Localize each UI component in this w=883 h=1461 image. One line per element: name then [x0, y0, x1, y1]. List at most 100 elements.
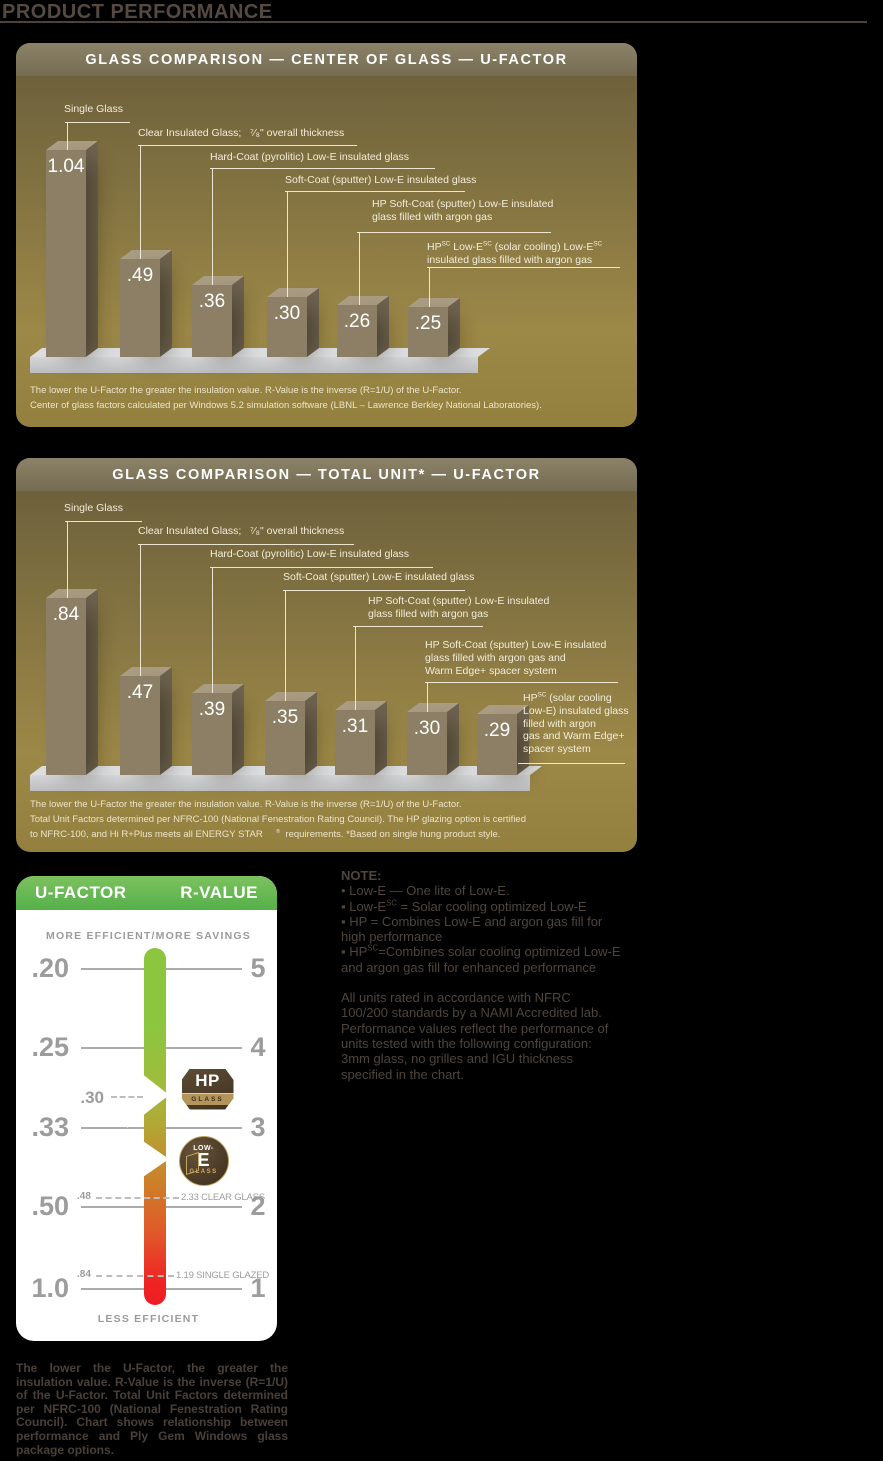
category-label: Single Glass [64, 103, 123, 115]
bar-top-face [192, 684, 244, 693]
label-underline [283, 590, 465, 591]
bar-top-face [265, 692, 317, 701]
bar-front-face [477, 714, 517, 775]
bar-side-face [232, 684, 244, 775]
chart-footnote-line: to NFRC-100, and Hi R+Plus meets all ENE… [30, 828, 501, 840]
title-rule [0, 21, 867, 23]
hp-marker-value: .30 [80, 1088, 104, 1107]
bar-value: .39 [198, 699, 226, 720]
bar-value: .35 [271, 707, 299, 728]
bar-front-face [46, 150, 86, 357]
bar-front-face [407, 712, 447, 775]
chart-footnote: The lower the U-Factor the greater the i… [30, 797, 526, 842]
chart-footnote: The lower the U-Factor the greater the i… [30, 383, 542, 413]
category-label: HP Soft-Coat (sputter) Low-E insulated gl… [372, 198, 554, 223]
label-connector [212, 567, 213, 693]
r-value-tick: 4 [250, 1032, 266, 1062]
bar-top-face [46, 589, 98, 598]
u-factor-tick: .20 [31, 953, 69, 983]
single-glazed-marker-dash [96, 1275, 174, 1277]
bar-top-face [192, 276, 244, 285]
category-label: Hard-Coat (pyrolitic) Low-E insulated gl… [210, 151, 409, 163]
u-factor-r-value-card: U-FACTOR R-VALUE MORE EFFICIENT/MORE SAV… [16, 876, 277, 1341]
glass-pane-icon [185, 1151, 199, 1175]
u-factor-tick: .33 [31, 1112, 69, 1142]
bar-top-face [407, 703, 459, 712]
category-label: Soft-Coat (sputter) Low-E insulated glas… [283, 571, 475, 583]
note-bullet: ▪ HP = Combines Low-E and argon gas fill… [341, 913, 603, 945]
label-underline [353, 626, 483, 627]
chart-footnote-line: The lower the U-Factor the greater the i… [30, 799, 462, 810]
label-underline [357, 232, 551, 233]
bar-front-face [120, 676, 160, 775]
category-label: HPSC Low-ESC (solar cooling) Low-ESC insu… [427, 240, 603, 266]
u-factor-tick: .50 [31, 1191, 69, 1221]
bar-value: .26 [343, 311, 371, 332]
chart-footnote-line: Center of glass factors calculated per W… [30, 400, 542, 411]
clear-glass-marker-value: .48 [77, 1191, 91, 1202]
gradient-scale-bar [144, 948, 166, 1305]
bar-top-face [267, 288, 319, 297]
label-connector [429, 267, 430, 307]
page-title: PRODUCT PERFORMANCE [2, 1, 273, 23]
bar-side-face [375, 701, 387, 775]
total-unit-panel: GLASS COMPARISON — TOTAL UNIT* — U-FACTO… [16, 458, 637, 852]
bar-front-face [335, 710, 375, 775]
panel-title: GLASS COMPARISON — CENTER OF GLASS — U-F… [16, 43, 637, 76]
r-value-tick: 3 [250, 1112, 266, 1142]
chart-footnote-line: The lower the U-Factor the greater the i… [30, 385, 462, 396]
label-connector [355, 626, 356, 710]
label-underline [425, 682, 618, 683]
panel-title: GLASS COMPARISON — TOTAL UNIT* — U-FACTO… [16, 458, 637, 491]
category-label: HP Soft-Coat (sputter) Low-E insulated gl… [425, 639, 607, 677]
bar-value: .29 [483, 720, 511, 741]
bar-front-face [192, 285, 232, 357]
bar-value: .30 [273, 303, 301, 324]
u-factor-header-label: U-FACTOR [35, 883, 127, 902]
label-underline [138, 544, 354, 545]
less-efficient-label: LESS EFFICIENT [97, 1313, 200, 1325]
bar-side-face [448, 298, 460, 357]
bar-top-face [477, 705, 529, 714]
label-connector [212, 168, 213, 285]
bar-value: .30 [413, 718, 441, 739]
category-label: Hard-Coat (pyrolitic) Low-E insulated gl… [210, 548, 409, 560]
bar-side-face [160, 250, 172, 357]
label-underline [427, 267, 620, 268]
label-connector [287, 191, 288, 297]
label-underline [210, 567, 433, 568]
r-value-tick: 2 [250, 1191, 266, 1221]
bar-value: .47 [126, 682, 154, 703]
u-factor-tick: 1.0 [31, 1273, 69, 1303]
center-of-glass-panel: GLASS COMPARISON — CENTER OF GLASS — U-F… [16, 43, 637, 427]
bar-front-face [267, 297, 307, 357]
bar-side-face [232, 276, 244, 357]
bar-side-face [517, 705, 529, 775]
bar-top-face [46, 141, 98, 150]
note-bullet: • Low-E — One lite of Low-E. [341, 883, 510, 899]
bar-side-face [86, 141, 98, 357]
bar-side-face [86, 589, 98, 775]
bar-value: .31 [341, 716, 369, 737]
label-underline [285, 191, 465, 192]
label-connector [140, 145, 141, 259]
bar-value: .36 [198, 291, 226, 312]
bar-top-face [337, 296, 389, 305]
caption-paragraph: The lower the U-Factor, the greater the … [16, 1361, 288, 1457]
label-connector [67, 521, 68, 598]
low-e-badge-top-text: LOW- [193, 1145, 214, 1152]
note-bullet: ▪ HPSC=Combines solar cooling optimized … [341, 944, 621, 975]
clear-glass-marker-dash [96, 1197, 179, 1199]
bar-front-face [337, 305, 377, 357]
label-connector [359, 232, 360, 305]
chart-footnote-line: Total Unit Factors determined per NFRC-1… [30, 814, 526, 825]
bar-value: .84 [52, 604, 80, 625]
more-efficient-label: MORE EFFICIENT/MORE SAVINGS [46, 930, 251, 942]
bar-value: .25 [414, 313, 442, 334]
bar-value: .49 [126, 265, 154, 286]
bar-side-face [307, 288, 319, 357]
category-label: Soft-Coat (sputter) Low-E insulated glas… [285, 174, 477, 186]
hp-glass-badge: HP GLASS [179, 1066, 236, 1112]
category-label: HP Soft-Coat (sputter) Low-E insulated gl… [368, 595, 550, 620]
